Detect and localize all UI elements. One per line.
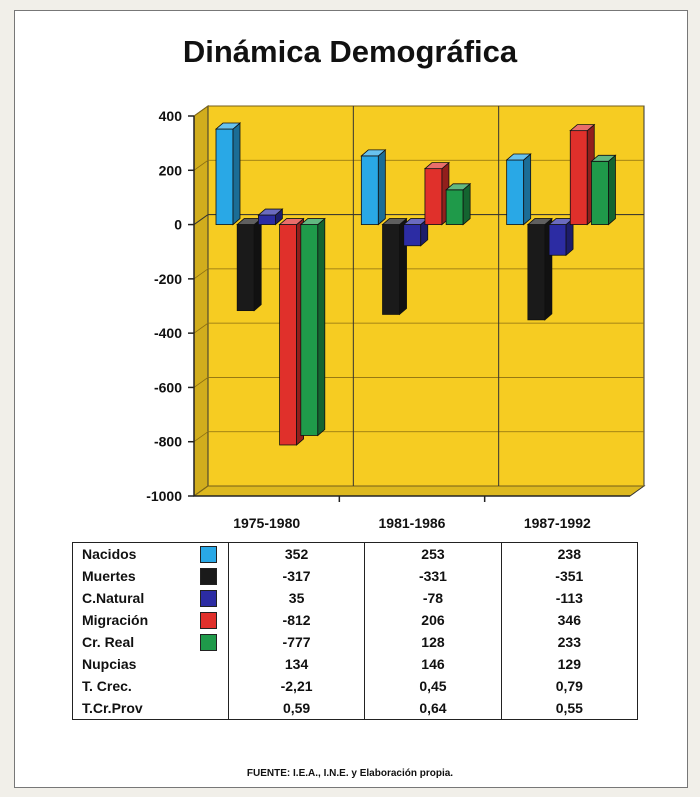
legend-swatch-cell (200, 565, 228, 587)
zero-line (193, 214, 644, 225)
table-cell: 0,59 (227, 697, 365, 720)
table-cell: 134 (227, 653, 365, 675)
table-cell: 0,55 (500, 697, 638, 720)
row-label: Migración (82, 612, 149, 628)
table-cell: 206 (364, 609, 502, 631)
bar (381, 217, 408, 316)
table-cell: -113 (500, 587, 638, 609)
row-label: Nupcias (82, 656, 137, 672)
row-label: T. Crec. (82, 678, 132, 694)
legend-swatch (200, 589, 218, 607)
table-cell: 233 (500, 631, 638, 653)
y-tick-label: -200 (154, 271, 182, 287)
table-cell: 253 (364, 542, 502, 565)
legend-swatch-cell (200, 587, 228, 609)
plot-side-wall (193, 105, 209, 497)
row-label: C.Natural (82, 590, 145, 606)
bar (505, 153, 532, 226)
row-label: Muertes (82, 568, 136, 584)
bar (360, 149, 387, 226)
legend-swatch (200, 567, 218, 585)
bar (299, 217, 326, 437)
table-cell: 238 (500, 542, 638, 565)
legend-swatch (200, 633, 218, 651)
table-cell: 0,79 (500, 675, 638, 697)
legend-swatch-cell (200, 653, 228, 675)
table-row: Migración -812 206 346 (73, 609, 638, 631)
table-row: Cr. Real -777 128 233 (73, 631, 638, 653)
x-tick-label: 1975-1980 (233, 515, 300, 531)
table-cell: 0,64 (364, 697, 502, 720)
table-cell: -78 (364, 587, 502, 609)
bar (445, 182, 472, 226)
legend-swatch-cell (200, 675, 228, 697)
bar (569, 123, 596, 226)
table-row: Muertes -317 -331 -351 (73, 565, 638, 587)
bar (547, 217, 575, 257)
table-row: T. Crec. -2,21 0,45 0,79 (73, 675, 638, 697)
table-cell: -351 (500, 565, 638, 587)
table-row: T.Cr.Prov 0,59 0,64 0,55 (73, 697, 638, 720)
table-cell: 352 (227, 542, 365, 565)
plot-floor (192, 485, 646, 497)
table-cell: 146 (364, 653, 502, 675)
legend-swatch (200, 545, 218, 563)
bar (423, 161, 451, 226)
y-tick-label: 200 (159, 162, 183, 178)
row-label: Cr. Real (82, 634, 135, 650)
y-tick-label: -600 (154, 379, 182, 395)
table-row: Nupcias 134 146 129 (73, 653, 638, 675)
bar (590, 154, 617, 226)
source-note: FUENTE: I.E.A., I.N.E. y Elaboración pro… (246, 768, 454, 779)
bar (402, 217, 429, 247)
y-tick-label: -400 (154, 325, 182, 341)
table-row: C.Natural 35 -78 -113 (73, 587, 638, 609)
table-cell: 346 (500, 609, 638, 631)
table-row: Nacidos 352 253 238 (73, 542, 638, 566)
row-label: Nacidos (82, 546, 137, 562)
bar (214, 122, 242, 226)
chart-title: Dinámica Demográfica (182, 34, 518, 69)
y-tick-label: -1000 (146, 488, 182, 504)
data-table: Nacidos 352 253 238 Muertes -317 -331 -351 C.Nat… (72, 542, 638, 720)
table-cell: -331 (364, 565, 502, 587)
table-cell: -2,21 (227, 675, 365, 697)
table-cell: 129 (500, 653, 638, 675)
legend-swatch (200, 611, 218, 629)
bar-chart: 400 200 0 -200 -400 -600 -800 -1000 1975-1980 19… (146, 105, 646, 531)
table-cell: 0,45 (364, 675, 502, 697)
bar (236, 217, 263, 312)
table-cell: 35 (227, 587, 365, 609)
legend-swatch-cell (200, 543, 228, 566)
table-cell: 128 (364, 631, 502, 653)
bar (526, 217, 553, 321)
y-tick-label: 0 (174, 217, 182, 233)
x-tick-label: 1981-1986 (379, 515, 446, 531)
legend-swatch-cell (200, 697, 228, 720)
y-tick-label: 400 (159, 108, 183, 124)
x-tick-label: 1987-1992 (524, 515, 591, 531)
legend-swatch-cell (200, 609, 228, 631)
legend-swatch-cell (200, 631, 228, 653)
row-label: T.Cr.Prov (82, 700, 143, 716)
bar (257, 208, 284, 226)
y-tick-label: -800 (154, 434, 182, 450)
bar (278, 217, 305, 446)
table-cell: -777 (227, 631, 365, 653)
table-cell: -317 (227, 565, 365, 587)
table-cell: -812 (227, 609, 365, 631)
